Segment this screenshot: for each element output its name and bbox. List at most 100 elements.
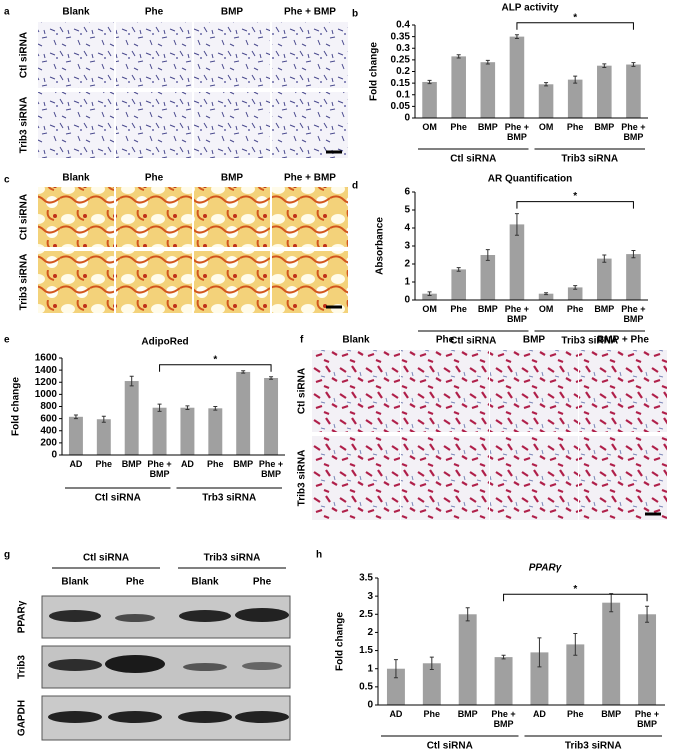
micrograph (116, 187, 192, 247)
error-bar (573, 285, 578, 290)
significance-label: * (573, 584, 577, 595)
column-label: BMP + Phe (597, 335, 649, 346)
category-label: Phe + BMP (504, 122, 530, 142)
bar (208, 408, 223, 455)
error-bar (573, 633, 578, 656)
lane-label: Blank (191, 577, 219, 588)
error-bar (544, 292, 549, 296)
column-label: BMP (523, 335, 546, 346)
error-bar (485, 249, 490, 261)
micrograph (490, 436, 578, 520)
y-tick-label: 0 (367, 700, 373, 711)
y-tick-label: 0 (404, 113, 410, 124)
category-label: OM (538, 122, 554, 132)
y-tick-label: 0.35 (391, 31, 411, 42)
band (235, 608, 289, 622)
error-bar (645, 605, 650, 623)
band (49, 610, 101, 622)
y-tick-label: 5 (404, 205, 410, 216)
bar (538, 84, 554, 118)
y-tick-label: 2 (367, 627, 373, 638)
y-tick-label: 2 (404, 259, 410, 270)
error-bar (269, 376, 274, 380)
bar (538, 293, 554, 300)
category-label: BMP (477, 304, 498, 314)
error-bar (456, 54, 461, 59)
column-label: BMP (221, 7, 244, 18)
bar (480, 255, 496, 300)
lane-label: Blank (61, 577, 89, 588)
error-bar (544, 82, 549, 87)
bar (597, 65, 612, 118)
bar (530, 652, 549, 705)
column-label: Phe + BMP (284, 173, 336, 184)
panel-letter: f (300, 335, 304, 346)
y-tick-label: 1400 (35, 365, 58, 376)
micrograph (38, 92, 114, 158)
category-label: Phe (566, 122, 584, 132)
micrograph (194, 251, 270, 313)
y-tick-label: 0.4 (396, 20, 410, 31)
row-label: GAPDH (17, 700, 28, 736)
y-tick-label: 0.15 (391, 78, 411, 89)
y-tick-label: 1600 (35, 353, 58, 364)
bar (494, 657, 513, 705)
column-label: Phe (145, 173, 164, 184)
group-label: Trib3 siRNA (561, 336, 618, 347)
y-tick-label: 1.5 (359, 645, 373, 656)
significance-bracket (159, 364, 272, 372)
bar (152, 407, 167, 455)
lane-label: Phe (253, 577, 272, 588)
chart-title: AR Quantification (488, 174, 572, 185)
band (105, 655, 165, 673)
blot (41, 595, 291, 741)
significance-label: * (573, 12, 577, 23)
bar (68, 416, 83, 455)
micrograph (579, 436, 667, 520)
group-label: Trib3 siRNA (204, 553, 261, 564)
panel-letter: h (316, 550, 322, 561)
error-bar (429, 656, 434, 670)
error-bar (465, 607, 470, 622)
row-label: Trib3 siRNA (297, 450, 308, 507)
bar (567, 79, 583, 118)
row-label: Ctl siRNA (19, 194, 30, 240)
y-tick-label: 800 (40, 401, 57, 412)
band (115, 614, 155, 622)
y-tick-label: 1000 (35, 389, 58, 400)
category-label: Phe (95, 459, 113, 469)
column-label: Phe (436, 335, 455, 346)
y-tick-label: 1 (367, 663, 373, 674)
band (179, 610, 231, 622)
row-label: Ctl siRNA (19, 32, 30, 78)
category-label: BMP (594, 122, 615, 132)
error-bar (609, 593, 614, 613)
micrograph (272, 187, 348, 247)
error-bar (602, 63, 607, 69)
y-tick-label: 1 (404, 277, 410, 288)
column-label: Phe + BMP (284, 7, 336, 18)
significance-bracket (516, 22, 634, 30)
band (242, 662, 282, 670)
chart-title: AdipoRed (141, 337, 188, 348)
error-bar (213, 406, 218, 411)
micrograph (194, 22, 270, 88)
error-bar (602, 254, 607, 263)
bar (451, 269, 466, 300)
category-label: Phe (567, 709, 584, 719)
column-label: Blank (342, 335, 370, 346)
y-tick-label: 0.3 (396, 43, 410, 54)
category-label: BMP (457, 709, 478, 719)
y-tick-label: 1200 (35, 377, 58, 388)
error-bar (456, 267, 461, 272)
category-label: Phe (207, 459, 224, 469)
chart-title: ALP activity (501, 3, 558, 14)
category-label: Phe (450, 304, 467, 314)
category-label: BMP (121, 459, 142, 469)
bar (566, 644, 585, 705)
y-tick-label: 3 (404, 241, 410, 252)
micrograph (490, 350, 578, 432)
category-label: BMP (233, 459, 254, 469)
